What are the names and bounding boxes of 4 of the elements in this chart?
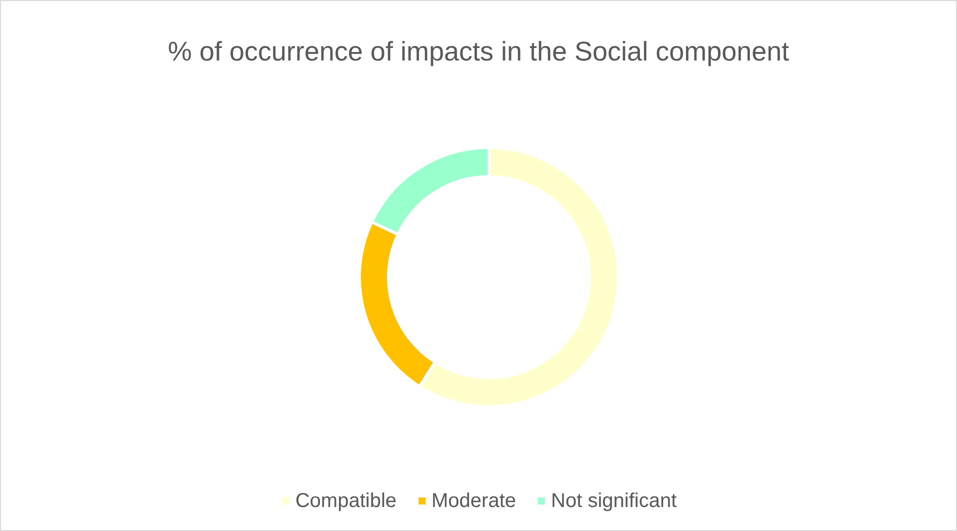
legend-label: Compatible xyxy=(295,490,397,512)
legend-label: Not significant xyxy=(551,490,678,512)
chart-title: % of occurrence of impacts in the Social component xyxy=(168,36,790,66)
legend-label: Moderate xyxy=(432,490,516,512)
